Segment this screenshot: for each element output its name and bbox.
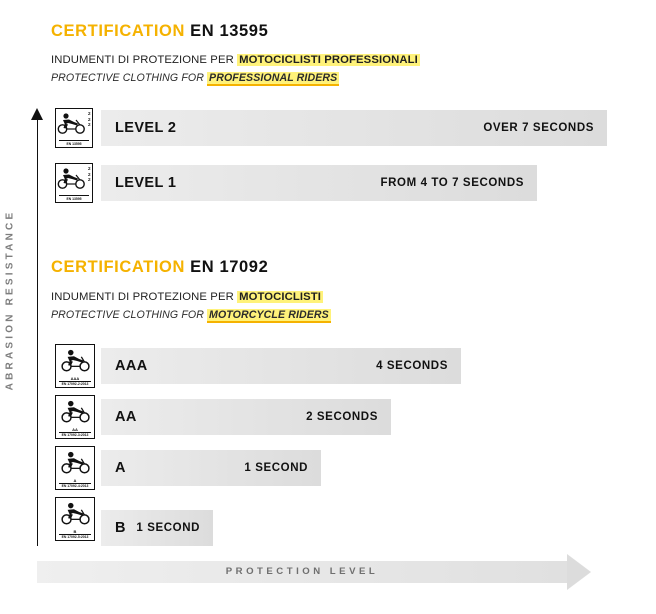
row-value-level-1: FROM 4 TO 7 SECONDS: [380, 177, 524, 189]
motorcyclist-pictogram-icon: [61, 451, 90, 474]
badge-grade: AAA: [70, 376, 80, 381]
row-bar-level-1: [101, 165, 537, 201]
row-aa[interactable]: AA 2 SECONDS: [101, 399, 391, 435]
row-value-b: 1 SECOND: [136, 522, 200, 534]
badge-en17092-aa: AA EN 17092-3:2013: [55, 395, 95, 439]
section-subtitle-en-en13595: PROTECTIVE CLOTHING FOR PROFESSIONAL RID…: [51, 72, 340, 86]
row-bar-b: [101, 510, 213, 546]
subtitle-it-highlight: MOTOCICLISTI PROFESSIONALI: [237, 54, 420, 66]
badge-standard-code: EN 17092-5:2013: [61, 535, 89, 539]
y-axis-arrow-icon: [31, 108, 43, 120]
badge-en17092-aaa: AAA EN 17092-2:2013: [55, 344, 95, 388]
badge-standard-code: EN 13595: [66, 197, 82, 201]
subtitle-en-highlight: MOTORCYCLE RIDERS: [207, 309, 331, 323]
section-subtitle-it-en17092: INDUMENTI DI PROTEZIONE PER MOTOCICLISTI: [51, 291, 324, 303]
badge-grade: B: [73, 529, 77, 534]
row-label-level-2: LEVEL 2: [115, 120, 177, 136]
section-title-en13595: CERTIFICATION EN 13595: [51, 22, 268, 41]
section-subtitle-en-en17092: PROTECTIVE CLOTHING FOR MOTORCYCLE RIDER…: [51, 309, 331, 323]
badge-underline: [59, 431, 91, 433]
motorcyclist-pictogram-icon: [61, 349, 90, 372]
row-label-b: B: [115, 520, 126, 536]
section-standard: EN 17092: [190, 258, 269, 276]
badge-underline: [59, 380, 91, 382]
row-bar-aa: [101, 399, 391, 435]
row-value-aa: 2 SECONDS: [306, 411, 378, 423]
section-standard: EN 13595: [190, 22, 269, 40]
section-cert-word: CERTIFICATION: [51, 258, 185, 276]
row-label-a: A: [115, 460, 126, 476]
y-axis-label: ABRASION RESISTANCE: [4, 209, 16, 391]
motorcyclist-pictogram-icon: [61, 502, 90, 525]
row-bar-aaa: [101, 348, 461, 384]
row-bar-a: [101, 450, 321, 486]
row-label-aaa: AAA: [115, 358, 148, 374]
row-label-level-1: LEVEL 1: [115, 175, 177, 191]
badge-underline: [59, 140, 89, 141]
subtitle-it-pre: INDUMENTI DI PROTEZIONE PER: [51, 54, 238, 66]
badge-grade: AA: [72, 427, 78, 432]
badge-grade: A: [73, 478, 77, 483]
motorcyclist-pictogram-icon: [57, 113, 85, 134]
section-subtitle-it-en13595: INDUMENTI DI PROTEZIONE PER MOTOCICLISTI…: [51, 54, 420, 66]
badge-underline: [59, 195, 89, 196]
y-axis-line: [37, 118, 38, 546]
subtitle-en-pre: PROTECTIVE CLOTHING FOR: [51, 309, 208, 321]
badge-en17092-a: A EN 17092-4:2013: [55, 446, 95, 490]
x-axis-arrow-body: [37, 561, 567, 583]
row-a[interactable]: A 1 SECOND: [101, 450, 321, 486]
row-aaa[interactable]: AAA 4 SECONDS: [101, 348, 461, 384]
row-value-level-2: OVER 7 SECONDS: [483, 122, 594, 134]
motorcyclist-pictogram-icon: [57, 168, 85, 189]
row-label-aa: AA: [115, 409, 137, 425]
badge-standard-code: EN 17092-3:2013: [61, 433, 89, 437]
subtitle-it-pre: INDUMENTI DI PROTEZIONE PER: [51, 291, 238, 303]
badge-underline: [59, 533, 91, 535]
row-value-a: 1 SECOND: [244, 462, 308, 474]
badge-standard-code: EN 17092-4:2013: [61, 484, 89, 488]
badge-standard-code: EN 13595: [66, 142, 82, 146]
row-level-1[interactable]: LEVEL 1 FROM 4 TO 7 SECONDS: [101, 165, 537, 201]
badge-standard-code: EN 17092-2:2013: [61, 382, 89, 386]
badge-underline: [59, 482, 91, 484]
section-cert-word: CERTIFICATION: [51, 22, 185, 40]
row-bar-level-2: [101, 110, 607, 146]
subtitle-it-highlight: MOTOCICLISTI: [237, 291, 324, 303]
badge-en17092-b: B EN 17092-5:2013: [55, 497, 95, 541]
subtitle-en-pre: PROTECTIVE CLOTHING FOR: [51, 72, 208, 84]
x-axis-arrow-head-icon: [567, 554, 591, 590]
subtitle-en-highlight: PROFESSIONAL RIDERS: [207, 72, 340, 86]
x-axis-label: PROTECTION LEVEL: [225, 566, 379, 577]
section-title-en17092: CERTIFICATION EN 17092: [51, 258, 268, 277]
row-value-aaa: 4 SECONDS: [376, 360, 448, 372]
motorcyclist-pictogram-icon: [61, 400, 90, 423]
row-b[interactable]: B 1 SECOND: [101, 510, 213, 546]
row-level-2[interactable]: LEVEL 2 OVER 7 SECONDS: [101, 110, 607, 146]
